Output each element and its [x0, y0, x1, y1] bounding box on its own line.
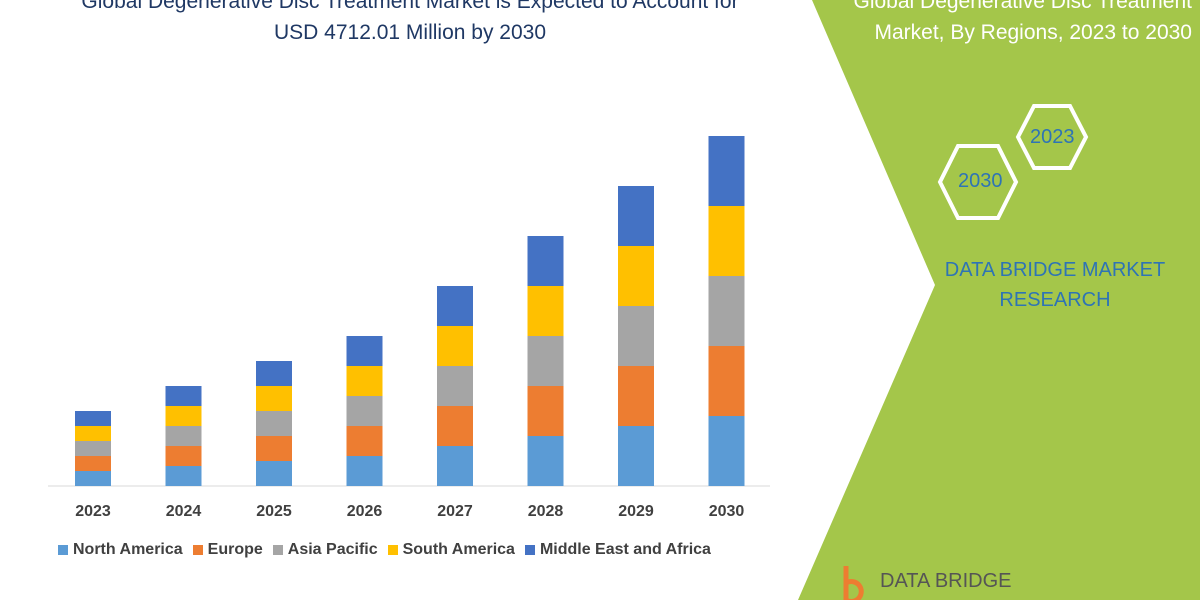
- hex-label-2030: 2030: [958, 170, 1003, 192]
- bar-segment-2024-0: [165, 466, 202, 486]
- bar-segment-2026-1: [346, 426, 383, 456]
- bar-segment-2024-1: [165, 446, 202, 466]
- bars: [75, 136, 745, 486]
- bar-segment-2028-4: [527, 236, 564, 286]
- bar-segment-2024-4: [165, 386, 202, 406]
- bar-segment-2028-3: [527, 286, 564, 336]
- bar-segment-2030-1: [708, 346, 745, 416]
- bar-segment-2025-4: [256, 361, 292, 386]
- legend: North America Europe Asia Pacific South Ame…: [58, 541, 711, 559]
- legend-swatch: [272, 545, 283, 555]
- legend-label: Middle East and Africa: [539, 541, 711, 558]
- bar-segment-2028-1: [527, 386, 564, 436]
- bar-segment-2027-1: [437, 406, 473, 446]
- bar-segment-2030-4: [708, 136, 745, 206]
- legend-item: Asia Pacific: [272, 541, 378, 559]
- bar-segment-2025-3: [256, 386, 292, 411]
- bar-segment-2025-2: [256, 411, 292, 436]
- legend-swatch: [524, 545, 535, 555]
- chart-title: Global Degenerative Disc Treatment Marke…: [81, 0, 739, 44]
- bar-segment-2026-0: [346, 456, 383, 486]
- legend-label: Europe: [207, 541, 263, 558]
- legend-label: North America: [73, 541, 183, 558]
- legend-swatch: [192, 545, 203, 555]
- bar-segment-2027-2: [437, 366, 473, 406]
- panel-title: Global Degenerative Disc Treatment Marke…: [853, 0, 1193, 44]
- legend-item: Europe: [192, 541, 263, 559]
- legend-label: South America: [402, 541, 515, 558]
- bar-segment-2029-3: [618, 246, 654, 306]
- x-tick-label: 2023: [75, 503, 111, 520]
- bar-segment-2023-0: [75, 471, 111, 486]
- x-tick-label: 2030: [708, 503, 745, 520]
- bar-segment-2024-3: [165, 406, 202, 426]
- legend-item: South America: [387, 541, 515, 559]
- legend-swatch: [387, 545, 398, 555]
- bar-segment-2030-2: [708, 276, 745, 346]
- bar-segment-2023-3: [75, 426, 111, 441]
- bar-segment-2030-0: [708, 416, 745, 486]
- bar-segment-2023-4: [75, 411, 111, 426]
- bar-segment-2026-3: [346, 366, 383, 396]
- legend-swatch: [58, 545, 68, 555]
- bar-segment-2025-0: [256, 461, 292, 486]
- bar-segment-2023-1: [75, 456, 111, 471]
- x-tick-label: 2029: [618, 503, 654, 520]
- bar-segment-2023-2: [75, 441, 111, 456]
- bar-segment-2029-0: [618, 426, 654, 486]
- bar-segment-2027-3: [437, 326, 473, 366]
- bar-segment-2025-1: [256, 436, 292, 461]
- hex-label-2023: 2023: [1030, 126, 1075, 148]
- bar-segment-2028-2: [527, 336, 564, 386]
- logo-icon: [843, 566, 864, 600]
- x-tick-label: 2028: [527, 503, 564, 520]
- bar-segment-2029-2: [618, 306, 654, 366]
- legend-label: Asia Pacific: [287, 541, 378, 558]
- hexagon-2023: [1015, 104, 1089, 170]
- bar-segment-2026-4: [346, 336, 383, 366]
- bar-segment-2027-0: [437, 446, 473, 486]
- legend-item: North America: [58, 541, 183, 559]
- x-tick-label: 2027: [437, 503, 473, 520]
- x-tick-label: 2025: [256, 503, 292, 520]
- logo-text: DATA BRIDGE: [880, 570, 1012, 592]
- x-tick-label: 2026: [346, 503, 383, 520]
- bar-segment-2027-4: [437, 286, 473, 326]
- brand-text: DATA BRIDGE MARKET RESEARCH: [944, 259, 1166, 311]
- bar-segment-2028-0: [527, 436, 564, 486]
- bar-segment-2029-4: [618, 186, 654, 246]
- bar-segment-2024-2: [165, 426, 202, 446]
- bar-segment-2029-1: [618, 366, 654, 426]
- bar-segment-2026-2: [346, 396, 383, 426]
- bar-segment-2030-3: [708, 206, 745, 276]
- legend-item: Middle East and Africa: [524, 541, 711, 559]
- x-tick-label: 2024: [165, 503, 202, 520]
- hexagon-2030: [937, 144, 1019, 220]
